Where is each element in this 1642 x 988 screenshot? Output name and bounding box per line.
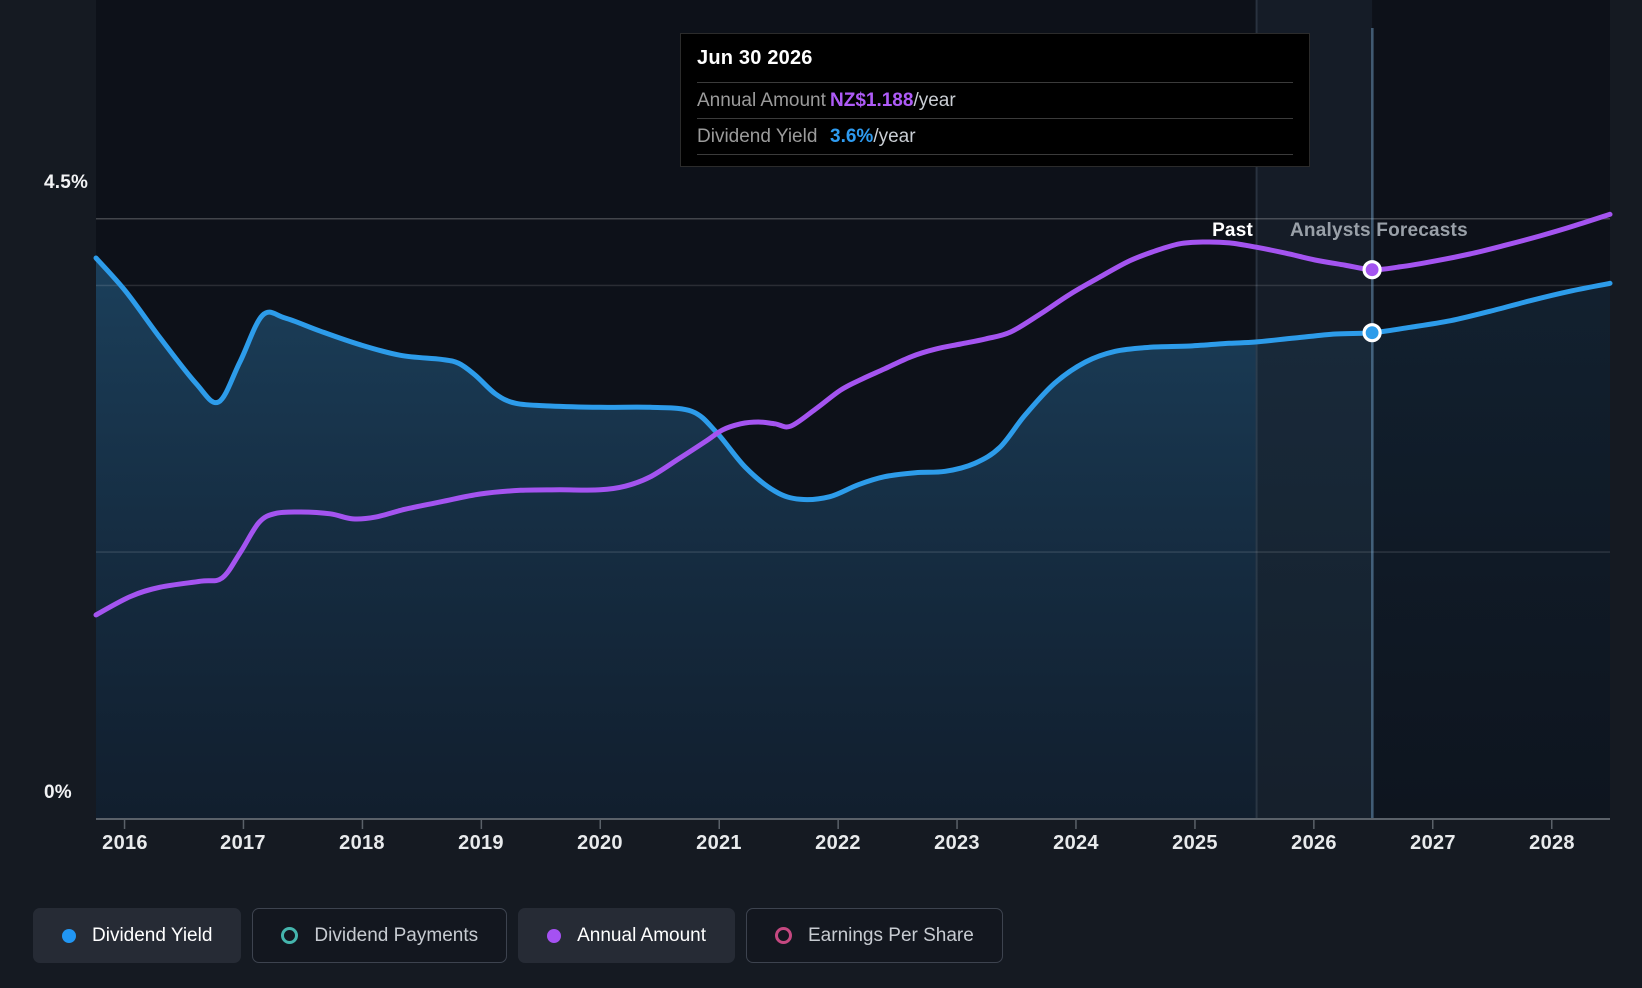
y-axis-bottom-label: 0% [44,782,72,803]
x-axis-tick [1551,820,1553,829]
x-axis-tick [599,820,601,829]
legend-button-label: Dividend Payments [314,924,479,946]
tooltip-row-value: NZ$1.188 [830,89,914,111]
x-axis-tick [1075,820,1077,829]
dividend-yield-line [93,255,1613,503]
x-tick-label-2028: 2028 [1529,832,1575,854]
x-tick-label-2024: 2024 [1053,832,1099,854]
annual-amount-line [93,211,1613,618]
x-tick-label-2025: 2025 [1172,832,1218,854]
tooltip-row: Annual Amount NZ$1.188/year [697,82,1293,118]
x-tick-label-2016: 2016 [102,832,148,854]
x-tick-label-2020: 2020 [577,832,623,854]
x-tick-label-2022: 2022 [815,832,861,854]
legend-button-label: Earnings Per Share [808,924,974,946]
y-axis-top-label: 4.5% [44,172,89,193]
gridline [96,551,1610,553]
tooltip-row-value: 3.6% [830,125,874,147]
x-axis-tick [361,820,364,829]
tooltip-row-suffix: /year [913,89,956,111]
gridline [96,284,1610,287]
chart-legend: Dividend Yield Dividend Payments Annual Am… [33,908,1003,963]
x-axis-line [96,818,1610,820]
x-axis-tick [1313,820,1315,829]
x-tick-label-2026: 2026 [1291,832,1337,854]
tooltip-row-suffix: /year [873,125,916,147]
tooltip-row-label: Dividend Yield [697,125,818,147]
annual-amount-marker [1362,260,1382,280]
past-forecast-divider [1255,0,1258,818]
gridline [96,218,1610,220]
legend-button-earnings-per-share[interactable]: Earnings Per Share [746,908,1003,963]
dividend-yield-area-forecast [1255,283,1610,818]
x-tick-label-2021: 2021 [696,832,742,854]
legend-button-annual-amount[interactable]: Annual Amount [518,908,735,963]
tooltip-row-label: Annual Amount [697,89,826,111]
x-axis-tick [123,820,126,829]
legend-filled-dot-icon [547,928,562,943]
legend-ring-icon [775,927,792,944]
x-axis-tick [956,820,958,829]
dividend-yield-area-past [96,258,1256,818]
legend-button-dividend-payments[interactable]: Dividend Payments [252,908,508,963]
x-tick-label-2017: 2017 [220,832,266,854]
x-axis-tick [242,820,245,829]
x-axis-tick [837,820,839,829]
x-axis-tick [480,820,483,829]
tooltip-row: Dividend Yield 3.6%/year [697,118,1293,154]
x-tick-label-2018: 2018 [339,832,385,854]
forecast-region-label: Analysts Forecasts [1290,220,1468,241]
legend-button-label: Annual Amount [577,924,706,946]
x-axis-tick [1432,820,1434,829]
dividend-yield-marker [1362,323,1382,343]
x-tick-label-2019: 2019 [458,832,504,854]
x-tick-label-2023: 2023 [934,832,980,854]
legend-button-dividend-yield[interactable]: Dividend Yield [33,908,242,963]
x-axis-tick [718,820,720,829]
x-axis: 2016 2017 2018 2019 2020 2021 2022 2023 2024 2025… [0,832,1642,862]
tooltip-date: Jun 30 2026 [697,47,813,69]
hover-crosshair [1371,28,1374,818]
legend-ring-icon [281,927,299,944]
legend-filled-dot-icon [62,928,76,943]
legend-button-label: Dividend Yield [92,924,213,946]
past-region-label: Past [1212,220,1253,241]
x-axis-tick [1194,820,1196,829]
x-tick-label-2027: 2027 [1410,832,1456,854]
chart-tooltip: Jun 30 2026 Annual Amount NZ$1.188/year Di… [680,33,1310,167]
